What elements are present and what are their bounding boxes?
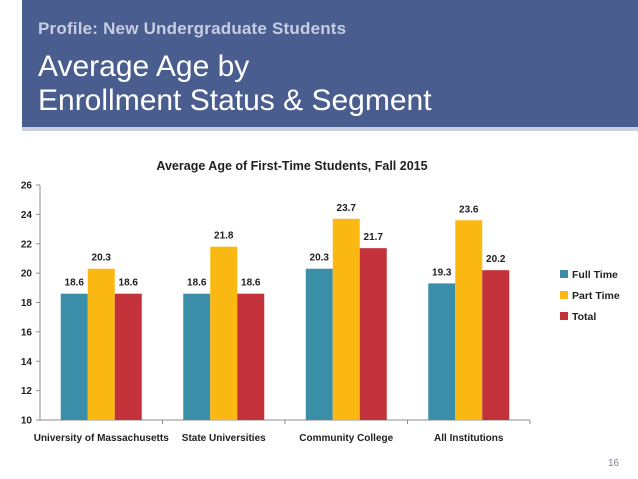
bar-total <box>114 293 142 420</box>
y-tick-label: 20 <box>21 269 33 280</box>
y-tick-label: 18 <box>21 298 33 309</box>
y-tick-label: 26 <box>21 181 33 192</box>
y-tick-label: 16 <box>21 327 33 338</box>
data-label: 20.2 <box>486 254 506 265</box>
slide-left-margin <box>0 0 22 479</box>
y-tick-label: 12 <box>21 386 33 397</box>
legend-swatch <box>560 312 568 320</box>
legend-label: Part Time <box>572 290 620 302</box>
data-label: 18.6 <box>119 278 139 289</box>
y-tick-label: 22 <box>21 239 33 250</box>
category-label: All Institutions <box>434 433 504 444</box>
category-label: State Universities <box>182 433 266 444</box>
category-label: Community College <box>299 433 393 444</box>
legend-swatch <box>560 291 568 299</box>
bar-total <box>237 293 265 420</box>
data-label: 23.6 <box>459 204 479 215</box>
data-label: 19.3 <box>432 267 452 278</box>
bar-full-time <box>60 293 88 420</box>
bar-part-time <box>455 220 483 420</box>
data-label: 23.7 <box>337 203 357 214</box>
bar-full-time <box>305 268 333 420</box>
slide-title-line-2: Enrollment Status & Segment <box>38 84 432 117</box>
slide-header <box>22 0 638 127</box>
bar-part-time <box>332 218 360 420</box>
slide-title-line-1: Average Age by <box>38 50 250 83</box>
legend-label: Full Time <box>572 269 618 281</box>
bar-full-time <box>183 293 211 420</box>
data-label: 18.6 <box>241 278 261 289</box>
bar-full-time <box>428 283 456 420</box>
slide-number: 16 <box>608 458 620 469</box>
bar-total <box>359 248 387 420</box>
header-divider <box>22 127 638 131</box>
y-tick-label: 14 <box>21 357 33 368</box>
legend-swatch <box>560 270 568 278</box>
slide-title: Average Age by Enrollment Status & Segme… <box>38 50 598 118</box>
data-label: 21.8 <box>214 231 234 242</box>
y-tick-label: 10 <box>21 416 33 427</box>
y-tick-label: 24 <box>21 210 33 221</box>
bar-part-time <box>210 246 238 420</box>
bar-total <box>482 270 510 420</box>
data-label: 21.7 <box>364 232 384 243</box>
slide-subtitle: Profile: New Undergraduate Students <box>38 19 347 38</box>
category-label: University of Massachusetts <box>34 433 169 444</box>
bar-part-time <box>87 268 115 420</box>
data-label: 18.6 <box>187 278 207 289</box>
legend-label: Total <box>572 311 596 323</box>
bar-chart: Average Age of First-Time Students, Fall… <box>21 159 620 444</box>
chart-title: Average Age of First-Time Students, Fall… <box>156 159 427 173</box>
data-label: 20.3 <box>310 253 330 264</box>
data-label: 18.6 <box>65 278 85 289</box>
data-label: 20.3 <box>92 253 112 264</box>
